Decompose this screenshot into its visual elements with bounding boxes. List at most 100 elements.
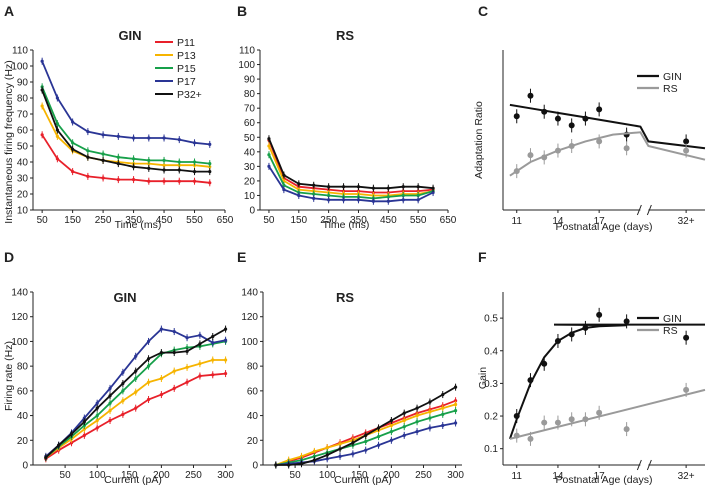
panel-e-point	[389, 430, 393, 434]
panel-label-f: F	[478, 249, 487, 265]
panel-d-point	[211, 341, 215, 345]
panel-b-ytick-label: 90	[244, 75, 256, 86]
panel-f-point-rs	[541, 419, 548, 426]
panel-b-point	[401, 185, 405, 189]
panel-c-point-gin	[596, 106, 603, 113]
panel-a-point	[131, 178, 136, 182]
panel-f-xtick-label: 14	[552, 471, 564, 482]
panel-f-point-rs	[683, 386, 690, 393]
panel-b-point	[416, 198, 420, 202]
panel-d-point	[57, 443, 61, 447]
panel-b-title: RS	[336, 28, 354, 43]
panel-a-point	[162, 168, 166, 172]
panel-d-point	[211, 334, 215, 339]
panel-d-point	[185, 380, 189, 384]
panel-a-ytick-label: 70	[17, 110, 29, 121]
panel-b-point	[327, 185, 331, 189]
panel-b-point	[401, 193, 405, 198]
panel-d-point	[95, 413, 99, 418]
panel-a-xtick-label: 350	[125, 215, 142, 226]
panel-a-point	[116, 178, 120, 182]
panel-d-point	[121, 389, 125, 393]
panel-e-point	[441, 392, 445, 397]
panel-d-point	[121, 399, 125, 403]
panel-c-point-gin	[554, 115, 561, 122]
panel-b-point	[282, 183, 286, 187]
panel-a-xtick-label: 650	[217, 215, 234, 226]
panel-e-ytick-label: 80	[247, 362, 259, 373]
panel-d-ytick-label: 20	[17, 436, 29, 447]
panel-d-point	[82, 416, 86, 420]
panel-b-point	[267, 164, 271, 168]
panel-d-point	[223, 371, 228, 376]
panel-d-xtick-label: 250	[185, 470, 202, 481]
panel-a-point	[116, 155, 120, 159]
panel-c-xlabel: Postnatal Age (days)	[556, 221, 653, 233]
panel-f-ytick-label: 0.1	[484, 444, 498, 455]
panel-b-point	[327, 193, 331, 198]
panel-a-point	[71, 120, 75, 124]
panel-b-ytick-label: 80	[244, 89, 256, 100]
panel-c-xtick-label: 32+	[678, 216, 695, 227]
panel-c-point-rs	[554, 147, 561, 154]
panel-e-point	[312, 449, 316, 454]
panel-b-xtick-label: 450	[380, 215, 397, 226]
panel-d-point	[198, 333, 202, 337]
panel-a-point	[147, 136, 151, 140]
panel-a-ylabel: Instantaneous firing frequency (Hz)	[3, 60, 15, 223]
panel-c-point-rs	[683, 147, 690, 154]
panel-d-ytick-label: 0	[22, 461, 28, 472]
panel-b-point	[416, 193, 420, 198]
panel-d-point	[134, 390, 138, 394]
panel-b-point	[312, 192, 316, 196]
panel-d-xtick-label: 100	[89, 470, 106, 481]
panel-c-point-rs	[568, 143, 575, 149]
panel-e-xtick-label: 50	[290, 470, 302, 481]
panel-e-title: RS	[336, 290, 354, 305]
panel-d-point	[108, 401, 112, 405]
panel-e-point	[453, 421, 458, 425]
panel-f-point-gin	[513, 413, 520, 420]
panel-d-xlabel: Current (pA)	[104, 474, 162, 486]
panel-a-point	[162, 179, 166, 183]
panel-c-point-rs	[513, 168, 520, 175]
panel-e-point	[415, 430, 419, 434]
panel-b-series-p32plus	[268, 138, 434, 190]
panel-e-point	[376, 443, 381, 447]
panel-a-point	[116, 134, 120, 138]
panel-c-point-gin	[541, 108, 548, 115]
panel-a-point	[86, 130, 90, 134]
panel-d-xtick-label: 200	[153, 470, 170, 481]
panel-b-point	[341, 198, 346, 202]
panel-e-xtick-label: 200	[383, 470, 400, 481]
panel-e-point	[364, 439, 368, 444]
panel-e-ytick-label: 40	[247, 411, 259, 422]
panel-b-point	[282, 188, 286, 192]
panel-a-xtick-label: 50	[37, 215, 49, 226]
panel-f-point-gin	[596, 311, 603, 318]
panel-d-point	[146, 397, 151, 402]
panel-f-point-rs	[596, 409, 603, 416]
panel-a-ytick-label: 50	[17, 142, 29, 153]
panel-d-point	[172, 329, 176, 334]
panel-f-point-gin	[541, 360, 548, 367]
panel-d-point	[44, 455, 48, 460]
panel-a-point	[86, 174, 90, 178]
panel-b-point	[386, 186, 390, 190]
panel-e-point	[428, 416, 432, 420]
panel-e-point	[312, 458, 316, 462]
panel-a-title: GIN	[118, 28, 141, 43]
panel-b-point	[282, 173, 286, 177]
panel-a-point	[101, 133, 105, 137]
panel-a-point	[71, 141, 75, 145]
panel-e-point	[389, 438, 393, 442]
panel-d-point	[223, 338, 228, 342]
panel-d-point	[185, 336, 189, 340]
panel-f-ytick-label: 0.4	[484, 346, 498, 357]
panel-a-point	[147, 158, 151, 162]
panel-b-ytick-label: 70	[244, 104, 256, 115]
panel-d-point	[146, 380, 151, 384]
panel-d-point	[185, 349, 189, 353]
panel-c-fit-gin	[509, 103, 706, 150]
panel-a-ytick-label: 30	[17, 174, 29, 185]
